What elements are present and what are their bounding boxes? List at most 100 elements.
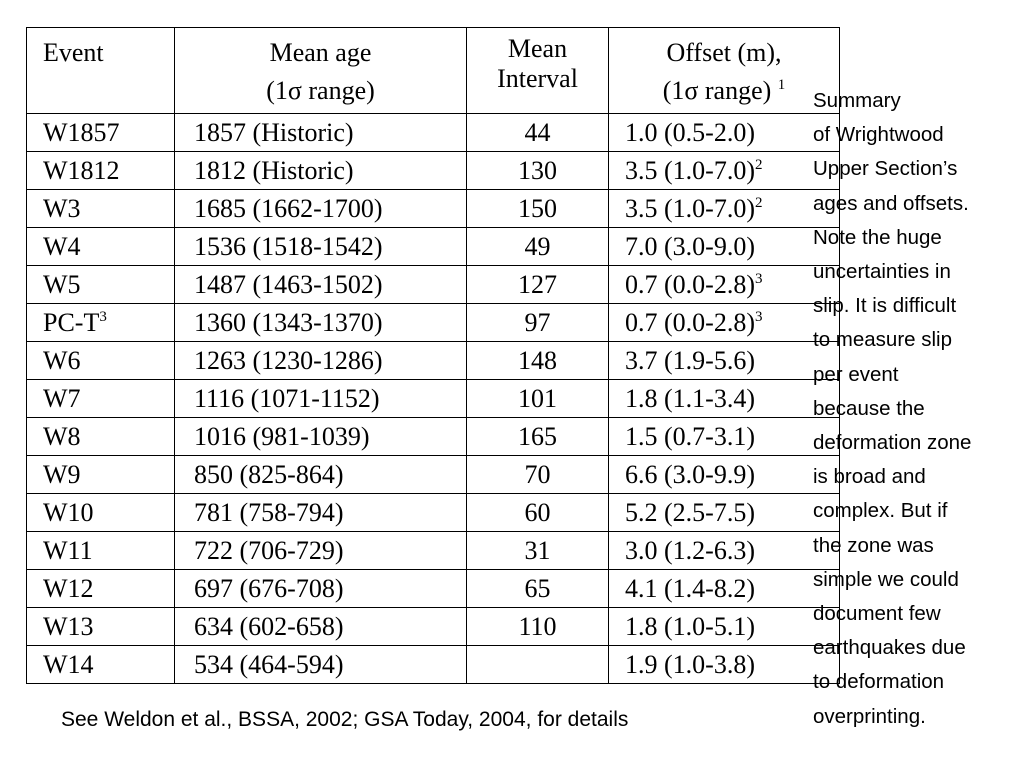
age-cell: 1812 (Historic) (174, 151, 467, 190)
age-cell: 534 (464-594) (174, 645, 467, 684)
table-row: W10 781 (758-794) 60 5.2 (2.5-7.5) (26, 493, 840, 532)
footnote-marker: 3 (99, 308, 107, 325)
offset-cell: 1.0 (0.5-2.0) (608, 113, 840, 152)
age-cell: 1536 (1518-1542) (174, 227, 467, 266)
event-cell: W5 (26, 265, 175, 304)
event-cell: W3 (26, 189, 175, 228)
header-mean-age: Mean age (1σ range) (174, 27, 467, 114)
event-cell: W4 (26, 227, 175, 266)
offset-cell: 0.7 (0.0-2.8)3 (608, 303, 840, 342)
summary-line: Note the huge (813, 225, 942, 249)
offset-cell: 1.9 (1.0-3.8) (608, 645, 840, 684)
summary-line: overprinting. (813, 704, 926, 728)
age-cell: 1116 (1071-1152) (174, 379, 467, 418)
summary-line: ages and offsets. (813, 191, 969, 215)
offset-cell: 7.0 (3.0-9.0) (608, 227, 840, 266)
interval-cell: 60 (466, 493, 609, 532)
interval-cell: 148 (466, 341, 609, 380)
event-cell: W10 (26, 493, 175, 532)
event-cell: W9 (26, 455, 175, 494)
header-offset: Offset (m), (1σ range) 1 (608, 27, 840, 114)
table-row: W13 634 (602-658) 110 1.8 (1.0-5.1) (26, 607, 840, 646)
summary-line: of Wrightwood (813, 123, 944, 147)
age-cell: 850 (825-864) (174, 455, 467, 494)
offset-cell: 0.7 (0.0-2.8)3 (608, 265, 840, 304)
table-row: W11 722 (706-729) 31 3.0 (1.2-6.3) (26, 531, 840, 570)
interval-cell: 65 (466, 569, 609, 608)
offset-cell: 6.6 (3.0-9.9) (608, 455, 840, 494)
summary-line: deformation zone (813, 431, 972, 455)
summary-line: Upper Section’s (813, 157, 958, 181)
event-cell: W1812 (26, 151, 175, 190)
offset-cell: 3.7 (1.9-5.6) (608, 341, 840, 380)
table-row: PC-T3 1360 (1343-1370) 97 0.7 (0.0-2.8)3 (26, 303, 840, 342)
offset-cell: 3.5 (1.0-7.0)2 (608, 151, 840, 190)
event-cell: W6 (26, 341, 175, 380)
header-event: Event (26, 27, 175, 114)
interval-cell: 49 (466, 227, 609, 266)
table-row: W9 850 (825-864) 70 6.6 (3.0-9.9) (26, 455, 840, 494)
age-cell: 1263 (1230-1286) (174, 341, 467, 380)
summary-line: simple we could (813, 567, 959, 591)
offset-cell: 1.8 (1.1-3.4) (608, 379, 840, 418)
interval-cell: 97 (466, 303, 609, 342)
footnote-marker: 2 (754, 194, 763, 211)
summary-line: to measure slip (813, 328, 953, 352)
table-header-row: Event Mean age (1σ range) Mean Interval … (26, 27, 840, 114)
interval-cell: 165 (466, 417, 609, 456)
interval-cell: 44 (466, 113, 609, 152)
event-cell: W13 (26, 607, 175, 646)
header-mean-interval: Mean Interval (466, 27, 609, 114)
summary-line: Summary (813, 89, 901, 112)
event-cell: PC-T3 (26, 303, 175, 342)
age-cell: 1360 (1343-1370) (174, 303, 467, 342)
age-cell: 634 (602-658) (174, 607, 467, 646)
interval-cell: 150 (466, 189, 609, 228)
offset-cell: 1.8 (1.0-5.1) (608, 607, 840, 646)
summary-line: is broad and (813, 465, 926, 489)
summary-line: earthquakes due (813, 636, 966, 660)
footnote-marker: 3 (754, 308, 763, 325)
summary-line: per event (813, 362, 899, 386)
reference-footer: See Weldon et al., BSSA, 2002; GSA Today… (61, 708, 629, 731)
table-row: W8 1016 (981-1039) 165 1.5 (0.7-3.1) (26, 417, 840, 456)
event-cell: W8 (26, 417, 175, 456)
table-row: W6 1263 (1230-1286) 148 3.7 (1.9-5.6) (26, 341, 840, 380)
summary-line: document few (813, 602, 941, 626)
table-row: W7 1116 (1071-1152) 101 1.8 (1.1-3.4) (26, 379, 840, 418)
event-cell: W1857 (26, 113, 175, 152)
event-cell: W11 (26, 531, 175, 570)
interval-cell: 127 (466, 265, 609, 304)
table-row: W1812 1812 (Historic) 130 3.5 (1.0-7.0)2 (26, 151, 840, 190)
age-cell: 1685 (1662-1700) (174, 189, 467, 228)
summary-line: to deformation (813, 670, 945, 694)
summary-line: complex. But if (813, 499, 948, 523)
age-cell: 722 (706-729) (174, 531, 467, 570)
event-cell: W7 (26, 379, 175, 418)
summary-line: the zone was (813, 533, 934, 557)
table-row: W12 697 (676-708) 65 4.1 (1.4-8.2) (26, 569, 840, 608)
offset-cell: 3.0 (1.2-6.3) (608, 531, 840, 570)
offset-cell: 5.2 (2.5-7.5) (608, 493, 840, 532)
interval-cell: 70 (466, 455, 609, 494)
age-cell: 1857 (Historic) (174, 113, 467, 152)
footnote-marker: 2 (754, 156, 763, 173)
age-cell: 781 (758-794) (174, 493, 467, 532)
offset-cell: 4.1 (1.4-8.2) (608, 569, 840, 608)
table-row: W3 1685 (1662-1700) 150 3.5 (1.0-7.0)2 (26, 189, 840, 228)
interval-cell: 130 (466, 151, 609, 190)
footnote-marker: 1 (777, 77, 786, 93)
summary-note: Summary of Wrightwood Upper Section’s ages … (813, 84, 1023, 734)
table-row: W4 1536 (1518-1542) 49 7.0 (3.0-9.0) (26, 227, 840, 266)
event-cell: W12 (26, 569, 175, 608)
interval-cell: 110 (466, 607, 609, 646)
event-cell: W14 (26, 645, 175, 684)
interval-cell: 31 (466, 531, 609, 570)
summary-line: because the (813, 396, 925, 420)
offset-cell: 3.5 (1.0-7.0)2 (608, 189, 840, 228)
events-table: Event Mean age (1σ range) Mean Interval … (26, 27, 840, 684)
table-row: W5 1487 (1463-1502) 127 0.7 (0.0-2.8)3 (26, 265, 840, 304)
interval-cell (466, 645, 609, 684)
table-row: W1857 1857 (Historic) 44 1.0 (0.5-2.0) (26, 113, 840, 152)
offset-cell: 1.5 (0.7-3.1) (608, 417, 840, 456)
